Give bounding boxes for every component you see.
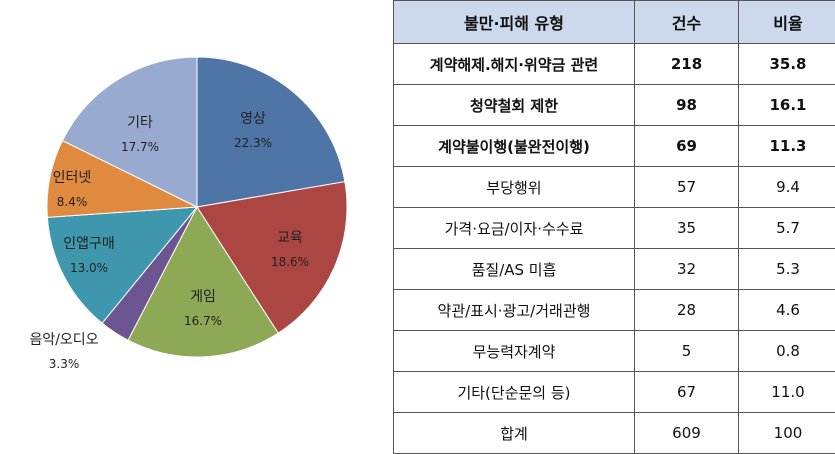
- cell-ratio: 16.1: [739, 85, 835, 126]
- cell-count: 5: [635, 331, 739, 372]
- cell-type: 약관/표시·광고/거래관행: [394, 290, 635, 331]
- slice-label: 영상: [240, 111, 266, 127]
- slice-value-label: 22.3%: [234, 136, 272, 150]
- cell-ratio: 11.3: [739, 126, 835, 167]
- header-count: 건수: [635, 1, 739, 44]
- pie-slices: [47, 57, 347, 357]
- cell-ratio: 4.6: [739, 290, 835, 331]
- slice-value-label: 18.6%: [271, 255, 309, 269]
- slice-value-label: 17.7%: [121, 140, 159, 154]
- slice-value-label: 3.3%: [49, 357, 80, 371]
- header-type: 불만·피해 유형: [394, 1, 635, 44]
- cell-count: 609: [635, 413, 739, 454]
- cell-ratio: 0.8: [739, 331, 835, 372]
- cell-type: 무능력자계약: [394, 331, 635, 372]
- slice-value-label: 16.7%: [184, 314, 222, 328]
- cell-count: 67: [635, 372, 739, 413]
- cell-ratio: 100: [739, 413, 835, 454]
- slice-label: 교육: [277, 230, 303, 246]
- slice-label: 인터넷: [53, 170, 92, 186]
- cell-count: 35: [635, 208, 739, 249]
- cell-ratio: 11.0: [739, 372, 835, 413]
- cell-count: 69: [635, 126, 739, 167]
- pie-chart: 영상 22.3% 교육 18.6% 게임 16.7% 음악/오디오 3.3% 인앱구매 13.0%…: [0, 0, 392, 431]
- slice-value-label: 13.0%: [70, 261, 108, 275]
- slice-value-label: 8.4%: [57, 195, 88, 209]
- cell-type: 계약불이행(불완전이행): [394, 126, 635, 167]
- cell-type: 청약철회 제한: [394, 85, 635, 126]
- slice-label: 게임: [190, 289, 216, 305]
- table-header-row: 불만·피해 유형 건수 비율: [394, 1, 835, 44]
- header-ratio: 비율: [739, 1, 835, 44]
- cell-ratio: 9.4: [739, 167, 835, 208]
- cell-type: 가격·요금/이자·수수료: [394, 208, 635, 249]
- slice-label: 음악/오디오: [29, 332, 98, 348]
- cell-type: 부당행위: [394, 167, 635, 208]
- cell-count: 32: [635, 249, 739, 290]
- cell-ratio: 5.7: [739, 208, 835, 249]
- cell-count: 57: [635, 167, 739, 208]
- cell-type: 기타(단순문의 등): [394, 372, 635, 413]
- cell-ratio: 5.3: [739, 249, 835, 290]
- slice-label: 기타: [127, 115, 153, 131]
- cell-ratio: 35.8: [739, 44, 835, 85]
- cell-type: 품질/AS 미흡: [394, 249, 635, 290]
- slice-label: 인앱구매: [63, 236, 115, 252]
- cell-type: 합계: [394, 413, 635, 454]
- cell-type: 계약해제.해지·위약금 관련: [394, 44, 635, 85]
- cell-count: 98: [635, 85, 739, 126]
- pie-slice: [197, 57, 345, 207]
- cell-count: 28: [635, 290, 739, 331]
- cell-count: 218: [635, 44, 739, 85]
